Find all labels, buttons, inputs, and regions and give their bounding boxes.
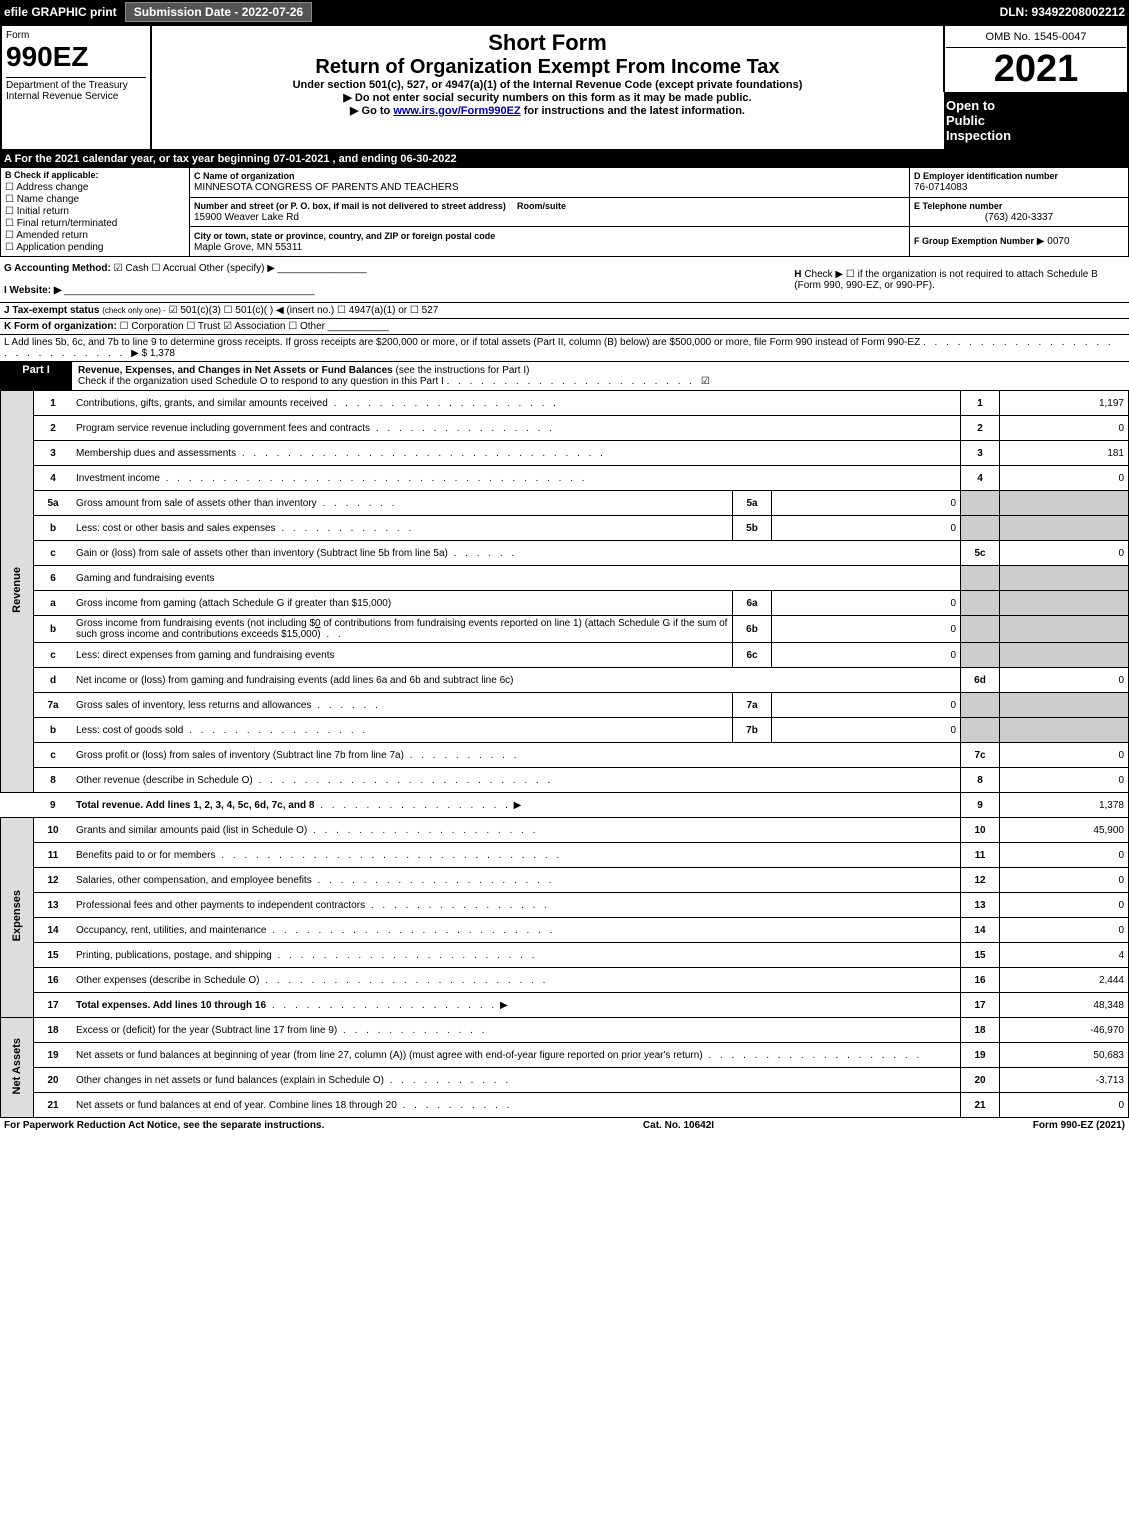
paperwork-notice: For Paperwork Reduction Act Notice, see … — [4, 1120, 324, 1131]
amount-15: 4 — [1000, 943, 1129, 968]
ein-value: 76-0714083 — [914, 182, 967, 193]
amount-6b: 0 — [772, 616, 961, 643]
line-j: J Tax-exempt status (check only one) - 5… — [0, 302, 1129, 318]
group-exemption-value: ▶ 0070 — [1037, 236, 1070, 247]
amount-7a: 0 — [772, 693, 961, 718]
amount-9: 1,378 — [1000, 793, 1129, 818]
header-right: OMB No. 1545-0047 2021 — [944, 25, 1128, 92]
instruction-1: ▶ Do not enter social security numbers o… — [156, 91, 939, 104]
org-city: Maple Grove, MN 55311 — [194, 242, 302, 253]
amount-13: 0 — [1000, 893, 1129, 918]
website-label: I Website: ▶ — [4, 285, 62, 296]
dept-2: Internal Revenue Service — [6, 91, 146, 102]
amount-20: -3,713 — [1000, 1068, 1129, 1093]
checkbox-final-return[interactable]: Final return/terminated — [5, 218, 185, 229]
checkbox-association[interactable]: Association — [223, 321, 285, 332]
irs-link[interactable]: www.irs.gov/Form990EZ — [393, 105, 520, 117]
amount-1: 1,197 — [1000, 391, 1129, 416]
checkbox-amended-return[interactable]: Amended return — [5, 230, 185, 241]
form-number: 990EZ — [6, 41, 146, 73]
amount-21: 0 — [1000, 1093, 1129, 1118]
amount-3: 181 — [1000, 441, 1129, 466]
phone-value: (763) 420-3337 — [914, 212, 1124, 223]
part-1-title: Revenue, Expenses, and Changes in Net As… — [78, 365, 393, 376]
checkbox-schedule-o[interactable] — [701, 376, 710, 387]
side-label-net-assets: Net Assets — [1, 1018, 34, 1118]
col-b-checkboxes: B Check if applicable: Address change Na… — [1, 168, 190, 257]
org-address: 15900 Weaver Lake Rd — [194, 212, 299, 223]
amount-17: 48,348 — [1000, 993, 1129, 1018]
e-label: E Telephone number — [914, 201, 1002, 211]
form-subtitle: Under section 501(c), 527, or 4947(a)(1)… — [156, 79, 939, 91]
omb-number: OMB No. 1545-0047 — [946, 27, 1126, 48]
section-b-table: B Check if applicable: Address change Na… — [0, 167, 1129, 257]
amount-11: 0 — [1000, 843, 1129, 868]
form-title: Return of Organization Exempt From Incom… — [156, 56, 939, 79]
tax-year: 2021 — [946, 48, 1126, 91]
l-amount: ▶ $ 1,378 — [131, 348, 175, 359]
amount-12: 0 — [1000, 868, 1129, 893]
f-label: F Group Exemption Number — [914, 236, 1034, 246]
part-1-check-line: Check if the organization used Schedule … — [78, 376, 444, 387]
checkbox-name-change[interactable]: Name change — [5, 194, 185, 205]
checkbox-cash[interactable]: Cash — [114, 263, 149, 274]
amount-16: 2,444 — [1000, 968, 1129, 993]
short-form-label: Short Form — [156, 30, 939, 56]
checkbox-501c3[interactable]: 501(c)(3) — [169, 305, 221, 316]
instruction-2: ▶ Go to www.irs.gov/Form990EZ for instru… — [156, 104, 939, 117]
part-1-label: Part I — [0, 361, 72, 390]
amount-5a: 0 — [772, 491, 961, 516]
efile-label: efile GRAPHIC print — [4, 5, 117, 19]
checkbox-accrual[interactable]: Accrual — [152, 263, 197, 274]
amount-6a: 0 — [772, 591, 961, 616]
footer: For Paperwork Reduction Act Notice, see … — [0, 1118, 1129, 1133]
checkbox-4947[interactable]: 4947(a)(1) or — [337, 305, 407, 316]
open-inspection-label: Open to Public Inspection — [944, 92, 1128, 150]
amount-5b: 0 — [772, 516, 961, 541]
form-header-table: Form 990EZ Department of the Treasury In… — [0, 24, 1129, 151]
amount-7c: 0 — [1000, 743, 1129, 768]
header-left: Form 990EZ Department of the Treasury In… — [1, 25, 151, 150]
checkbox-trust[interactable]: Trust — [186, 321, 220, 332]
dept-1: Department of the Treasury — [6, 80, 146, 91]
form-word: Form — [6, 30, 146, 41]
org-name: MINNESOTA CONGRESS OF PARENTS AND TEACHE… — [194, 182, 459, 193]
checkbox-address-change[interactable]: Address change — [5, 182, 185, 193]
top-bar: efile GRAPHIC print Submission Date - 20… — [0, 0, 1129, 24]
amount-6d: 0 — [1000, 668, 1129, 693]
amount-7b: 0 — [772, 718, 961, 743]
side-label-expenses: Expenses — [1, 818, 34, 1018]
amount-14: 0 — [1000, 918, 1129, 943]
line-k: K Form of organization: Corporation Trus… — [0, 318, 1129, 334]
part-1-header-row: Part I Revenue, Expenses, and Changes in… — [0, 361, 1129, 390]
amount-19: 50,683 — [1000, 1043, 1129, 1068]
form-ref: Form 990-EZ (2021) — [1033, 1120, 1125, 1131]
amount-4: 0 — [1000, 466, 1129, 491]
checkbox-initial-return[interactable]: Initial return — [5, 206, 185, 217]
dln-label: DLN: 93492208002212 — [1000, 5, 1125, 19]
amount-10: 45,900 — [1000, 818, 1129, 843]
amount-6c: 0 — [772, 643, 961, 668]
catalog-number: Cat. No. 10642I — [643, 1120, 714, 1131]
amount-5c: 0 — [1000, 541, 1129, 566]
side-label-revenue: Revenue — [1, 391, 34, 793]
row-a-tax-year: A For the 2021 calendar year, or tax yea… — [0, 151, 1129, 167]
submission-date-button[interactable]: Submission Date - 2022-07-26 — [125, 2, 312, 22]
checkbox-other[interactable]: Other — [288, 321, 325, 332]
checkbox-527[interactable]: 527 — [410, 305, 438, 316]
d-label: D Employer identification number — [914, 171, 1058, 181]
header-center: Short Form Return of Organization Exempt… — [151, 25, 944, 150]
line-l: L Add lines 5b, 6c, and 7b to line 9 to … — [0, 334, 1129, 361]
checkbox-application-pending[interactable]: Application pending — [5, 242, 185, 253]
h-schedule-b-text: Check ▶ ☐ if the organization is not req… — [794, 269, 1098, 291]
amount-8: 0 — [1000, 768, 1129, 793]
checkbox-corporation[interactable]: Corporation — [120, 321, 184, 332]
amount-2: 0 — [1000, 416, 1129, 441]
lines-table: Revenue 1 Contributions, gifts, grants, … — [0, 390, 1129, 1118]
amount-18: -46,970 — [1000, 1018, 1129, 1043]
checkbox-501c[interactable]: 501(c)( ) ◀ (insert no.) — [224, 305, 335, 316]
section-ghi-table: G Accounting Method: Cash Accrual Other … — [0, 257, 1129, 302]
